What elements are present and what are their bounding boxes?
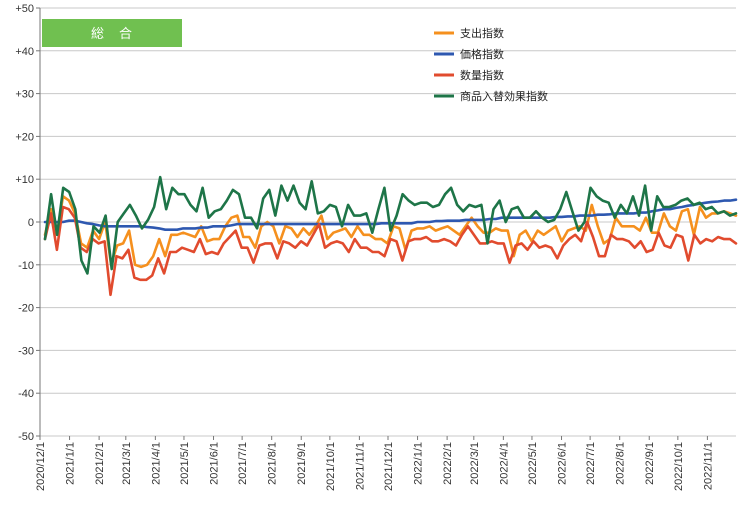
- x-tick-label: 2021/8/1: [267, 442, 279, 485]
- x-tick-label: 2022/10/1: [673, 442, 685, 491]
- legend-label-2: 数量指数: [460, 68, 504, 82]
- x-tick-label: 2021/12/1: [383, 442, 395, 491]
- y-tick-labels: +50 +40 +30 +20 +10 0 -10 -20 -30 -40 -50: [15, 3, 34, 443]
- x-tick-label: 2022/2/1: [442, 442, 454, 485]
- series-line-0: [43, 195, 738, 269]
- series-line-2: [43, 205, 738, 297]
- y-tick-label: -10: [18, 260, 34, 272]
- legend-label-3: 商品入替効果指数: [460, 89, 548, 103]
- y-tick-label: +10: [15, 174, 34, 186]
- x-tick-label: 2021/4/1: [150, 442, 162, 485]
- x-tick-label: 2021/9/1: [296, 442, 308, 485]
- axes: [36, 7, 708, 440]
- x-tick-label: 2021/7/1: [237, 442, 249, 485]
- y-tick-label: +50: [15, 3, 34, 15]
- x-tick-label: 2022/5/1: [527, 442, 539, 485]
- x-tick-label: 2021/2/1: [94, 442, 106, 485]
- y-tick-label: -40: [18, 388, 34, 400]
- y-tick-label: 0: [28, 217, 34, 229]
- x-tick-label: 2022/1/1: [413, 442, 425, 485]
- x-tick-label: 2022/9/1: [644, 442, 656, 485]
- x-tick-label: 2022/4/1: [498, 442, 510, 485]
- x-tick-label: 2021/5/1: [179, 442, 191, 485]
- x-tick-label: 2022/7/1: [585, 442, 597, 485]
- legend-label-0: 支出指数: [460, 26, 504, 40]
- x-tick-labels: 2020/12/1 2021/1/1 2021/2/1 2021/3/1 2021/4/…: [35, 442, 714, 491]
- series-line-3: [43, 175, 738, 275]
- legend-label-1: 価格指数: [460, 47, 504, 61]
- title-badge-background: [42, 19, 182, 47]
- y-tick-label: +40: [15, 46, 34, 58]
- title-badge-label: 総 合: [91, 27, 133, 42]
- title-badge: 総 合: [42, 19, 182, 47]
- x-tick-label: 2021/1/1: [65, 442, 77, 485]
- x-tick-label: 2021/11/1: [354, 442, 366, 490]
- x-tick-label: 2021/6/1: [209, 442, 221, 485]
- y-tick-label: -30: [18, 345, 34, 357]
- x-tick-label: 2022/3/1: [469, 442, 481, 485]
- x-tick-label: 2022/11/1: [702, 442, 714, 490]
- x-tick-label: 2020/12/1: [35, 442, 47, 491]
- y-tick-label: +20: [15, 131, 34, 143]
- x-tick-label: 2021/3/1: [121, 442, 133, 485]
- x-tick-label: 2021/10/1: [325, 442, 337, 491]
- series-lines: [43, 175, 738, 297]
- x-tick-label: 2022/8/1: [615, 442, 627, 485]
- y-tick-label: -50: [18, 431, 34, 443]
- x-tick-label: 2022/6/1: [557, 442, 569, 485]
- y-tick-label: -20: [18, 303, 34, 315]
- y-tick-label: +30: [15, 89, 34, 101]
